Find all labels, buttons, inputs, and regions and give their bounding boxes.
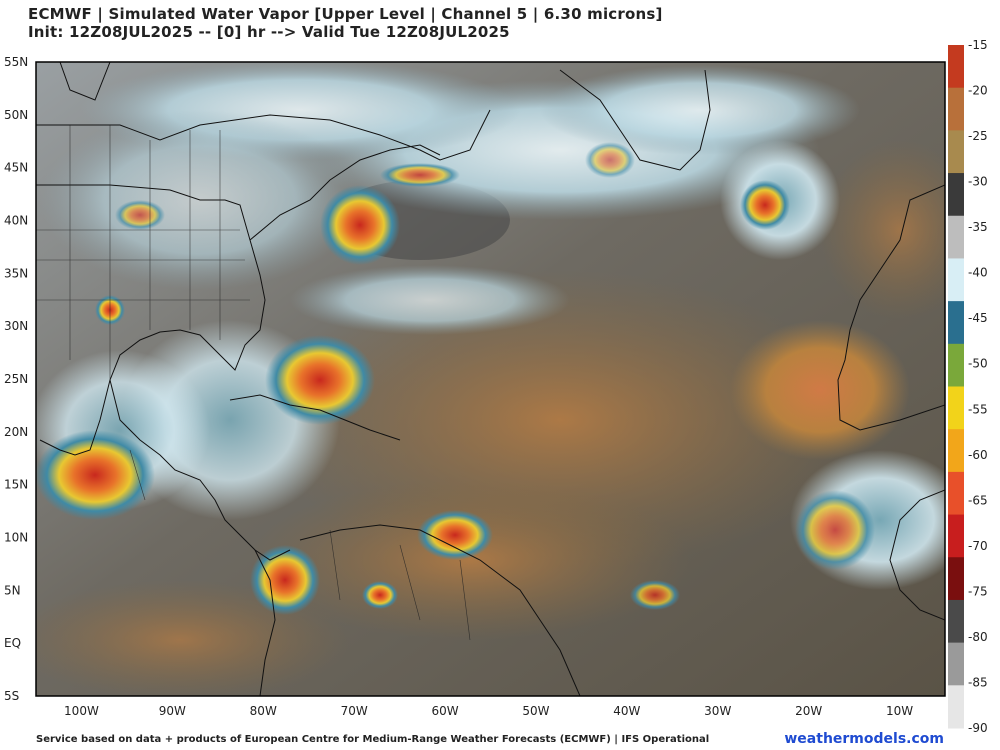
- colorbar-swatch: [948, 599, 964, 644]
- colorbar-swatch: [948, 429, 964, 473]
- colorbar-label: -15: [968, 38, 988, 52]
- lat-label: 50N: [4, 108, 28, 122]
- lat-label: 45N: [4, 161, 28, 175]
- colorbar-swatch: [948, 87, 964, 131]
- lat-label: 5N: [4, 583, 21, 597]
- attribution-text: Service based on data + products of Euro…: [36, 734, 710, 745]
- colorbar-swatch: [948, 642, 964, 686]
- colorbar-label: -80: [968, 630, 988, 644]
- lat-label: EQ: [4, 636, 21, 650]
- site-link[interactable]: weathermodels.com: [784, 731, 944, 747]
- colorbar-swatch: [948, 130, 964, 174]
- lat-label: 15N: [4, 478, 28, 492]
- colorbar-label: -35: [968, 220, 988, 234]
- lon-label: 60W: [431, 704, 458, 718]
- lat-label: 55N: [4, 55, 28, 69]
- colorbar-label: -40: [968, 266, 988, 280]
- colorbar-label: -50: [968, 357, 988, 371]
- lon-label: 20W: [795, 704, 822, 718]
- lon-label: 70W: [341, 704, 368, 718]
- lon-label: 10W: [886, 704, 913, 718]
- lat-label: 25N: [4, 372, 28, 386]
- colorbar-label: -85: [968, 675, 988, 689]
- colorbar-label: -90: [968, 721, 988, 735]
- title-line-2: Init: 12Z08JUL2025 -- [0] hr --> Valid T…: [28, 23, 510, 41]
- colorbar-label: -75: [968, 584, 988, 598]
- colorbar-swatch: [948, 45, 964, 89]
- lat-label: 30N: [4, 319, 28, 333]
- colorbar-label: -25: [968, 129, 988, 143]
- colorbar: -15 -20 -25 -30 -35 -40 -45 -50 -55 -60 -65 -70 -75 -…: [948, 38, 988, 735]
- lon-label: 90W: [159, 704, 186, 718]
- lat-label: 10N: [4, 531, 28, 545]
- colorbar-label: -65: [968, 493, 988, 507]
- colorbar-label: -55: [968, 402, 988, 416]
- colorbar-swatch: [948, 557, 964, 601]
- colorbar-swatch: [948, 386, 964, 430]
- coastlines: [36, 62, 945, 696]
- lon-label: 80W: [250, 704, 277, 718]
- colorbar-label: -20: [968, 84, 988, 98]
- colorbar-swatch: [948, 258, 964, 302]
- colorbar-swatch: [948, 215, 964, 259]
- lon-label: 40W: [613, 704, 640, 718]
- colorbar-swatch: [948, 514, 964, 558]
- longitude-labels: 100W 90W 80W 70W 60W 50W 40W 30W 20W 10W: [64, 704, 913, 718]
- lat-label: 20N: [4, 425, 28, 439]
- lat-label: 35N: [4, 266, 28, 280]
- latitude-labels: 55N 50N 45N 40N 35N 30N 25N 20N 15N 10N 5N EQ 5S: [4, 55, 28, 703]
- lon-label: 100W: [64, 704, 99, 718]
- colorbar-label: -70: [968, 539, 988, 553]
- map-frame: [35, 61, 946, 697]
- lat-label: 40N: [4, 214, 28, 228]
- title-line-1: ECMWF | Simulated Water Vapor [Upper Lev…: [28, 5, 663, 23]
- colorbar-swatch: [948, 173, 964, 217]
- colorbar-swatch: [948, 343, 964, 387]
- map-title: ECMWF | Simulated Water Vapor [Upper Lev…: [28, 5, 663, 41]
- lon-label: 50W: [522, 704, 549, 718]
- lon-label: 30W: [704, 704, 731, 718]
- lat-label: 5S: [4, 689, 19, 703]
- colorbar-swatch: [948, 685, 964, 729]
- colorbar-label: -45: [968, 311, 988, 325]
- colorbar-label: -60: [968, 448, 988, 462]
- colorbar-label: -30: [968, 175, 988, 189]
- colorbar-swatch: [948, 471, 964, 516]
- state-borders: [36, 125, 471, 641]
- colorbar-swatch: [948, 301, 964, 345]
- imagery-layer: [36, 62, 945, 696]
